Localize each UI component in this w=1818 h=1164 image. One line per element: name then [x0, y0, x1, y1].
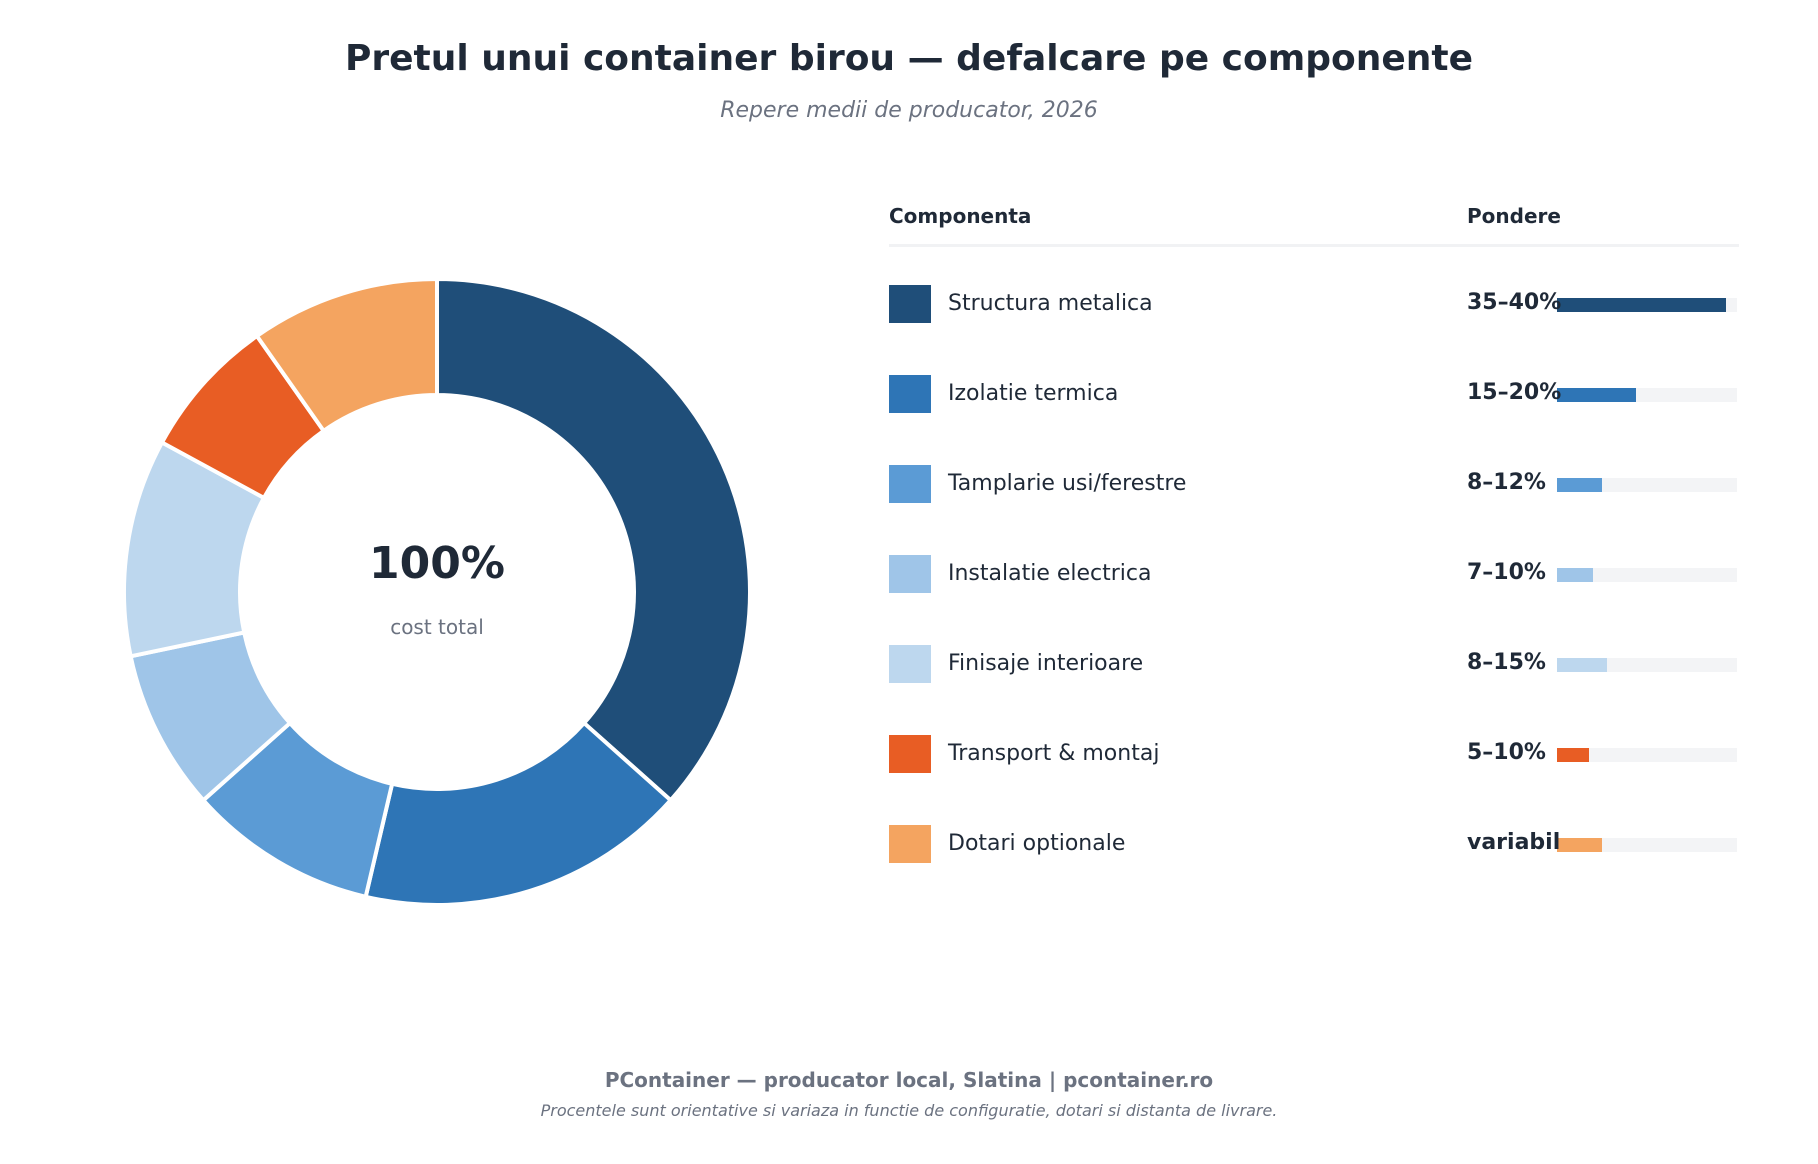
weight-bar	[1557, 838, 1602, 852]
chart-subtitle: Repere medii de producator, 2026	[720, 98, 1098, 123]
weight-bar-track	[1557, 298, 1737, 312]
legend-label: Structura metalica	[948, 291, 1153, 316]
weight-bar-track	[1557, 388, 1737, 402]
legend-label: Dotari optionale	[948, 831, 1126, 856]
legend-range: 7–10%	[1467, 560, 1546, 585]
weight-bar-track	[1557, 748, 1737, 762]
chart-title: Pretul unui container birou — defalcare …	[344, 38, 1474, 79]
weight-bar	[1557, 658, 1607, 672]
legend-label: Transport & montaj	[948, 741, 1160, 766]
weight-bar	[1557, 388, 1636, 402]
legend-divider	[889, 244, 1739, 247]
weight-bar-track	[1557, 658, 1737, 672]
center-value: 100%	[369, 538, 505, 589]
weight-bar-track	[1557, 838, 1737, 852]
legend-label: Izolatie termica	[948, 381, 1119, 406]
center-label: cost total	[390, 615, 484, 639]
legend-range: 35–40%	[1467, 290, 1562, 315]
footer-note: Procentele sunt orientative si variaza i…	[540, 1101, 1278, 1120]
weight-bar-track	[1557, 478, 1737, 492]
legend-range: 5–10%	[1467, 740, 1546, 765]
legend-label: Instalatie electrica	[948, 561, 1152, 586]
donut-slice	[435, 276, 752, 804]
donut-chart: 100% cost total	[122, 276, 752, 907]
legend-range: variabil	[1467, 830, 1561, 855]
footer-brand: PContainer — producator local, Slatina |…	[604, 1068, 1214, 1092]
weight-bar	[1557, 298, 1726, 312]
legend-label: Tamplarie usi/ferestre	[948, 471, 1187, 496]
legend-label: Finisaje interioare	[948, 651, 1144, 676]
legend-range: 15–20%	[1467, 380, 1562, 405]
weight-bar	[1557, 478, 1602, 492]
legend-range: 8–15%	[1467, 650, 1546, 675]
legend-range: 8–12%	[1467, 470, 1546, 495]
donut-slices	[122, 276, 752, 907]
legend-header-component: Componenta	[889, 204, 1032, 228]
weight-bar	[1557, 568, 1593, 582]
legend-header-weight: Pondere	[1467, 204, 1561, 228]
weight-bar-track	[1557, 568, 1737, 582]
donut-slice	[254, 276, 439, 434]
weight-bar	[1557, 748, 1589, 762]
